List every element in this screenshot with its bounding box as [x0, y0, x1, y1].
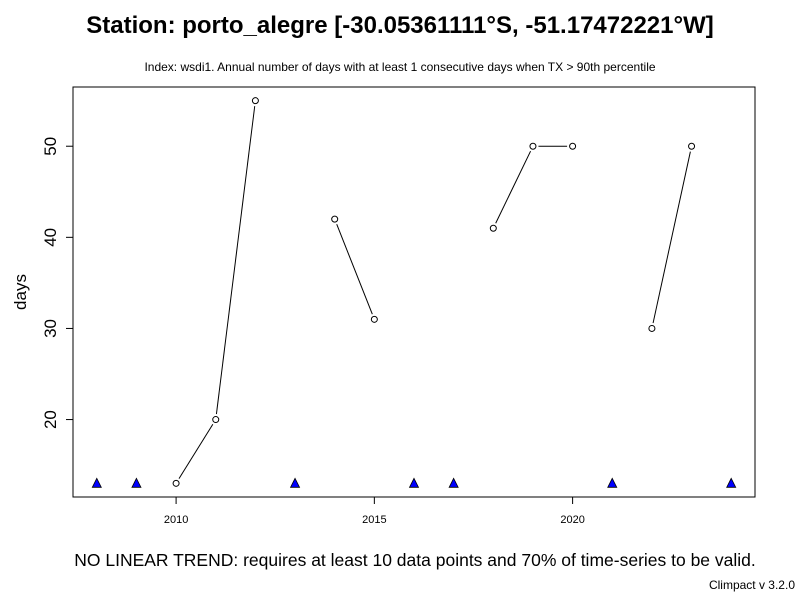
missing-markers	[91, 477, 737, 488]
missing-year-marker	[289, 477, 301, 488]
y-tick-label: 20	[41, 410, 60, 429]
missing-year-marker	[448, 477, 459, 488]
missing-year-marker	[726, 477, 737, 488]
series-lines	[178, 106, 691, 479]
y-tick-label: 30	[41, 319, 60, 338]
chart-title: Station: porto_alegre [-30.05361111°S, -…	[86, 12, 714, 39]
data-point	[172, 479, 180, 487]
version-label: Climpact v 3.2.0	[708, 578, 795, 592]
missing-year-marker	[607, 477, 618, 488]
data-point	[569, 142, 577, 150]
x-axis: 2010 2015 2020	[164, 497, 585, 526]
data-point	[529, 142, 537, 150]
data-point	[212, 416, 220, 424]
y-axis: 20 30 40 50	[41, 137, 73, 429]
series-segment	[652, 151, 691, 324]
y-tick-label: 40	[41, 228, 60, 247]
series-segment	[178, 423, 214, 479]
data-point	[251, 97, 259, 105]
x-tick-label: 2020	[560, 514, 584, 526]
data-point	[648, 324, 656, 332]
plot-frame	[72, 86, 756, 498]
series-segment	[215, 106, 256, 415]
y-tick-label: 50	[41, 137, 60, 156]
series-segment	[495, 150, 532, 224]
missing-year-marker	[131, 477, 142, 488]
trend-note: NO LINEAR TREND: requires at least 10 da…	[74, 550, 756, 570]
series-points	[172, 97, 696, 487]
x-tick-label: 2010	[164, 514, 188, 526]
data-point	[489, 224, 497, 232]
x-tick-label: 2015	[362, 514, 386, 526]
data-point	[370, 315, 378, 323]
series-segment	[336, 224, 373, 315]
y-axis-label: days	[11, 274, 30, 310]
missing-year-marker	[408, 477, 420, 488]
chart-subtitle: Index: wsdi1. Annual number of days with…	[144, 60, 656, 74]
data-point	[688, 142, 696, 150]
data-point	[331, 215, 339, 223]
missing-year-marker	[91, 477, 102, 488]
